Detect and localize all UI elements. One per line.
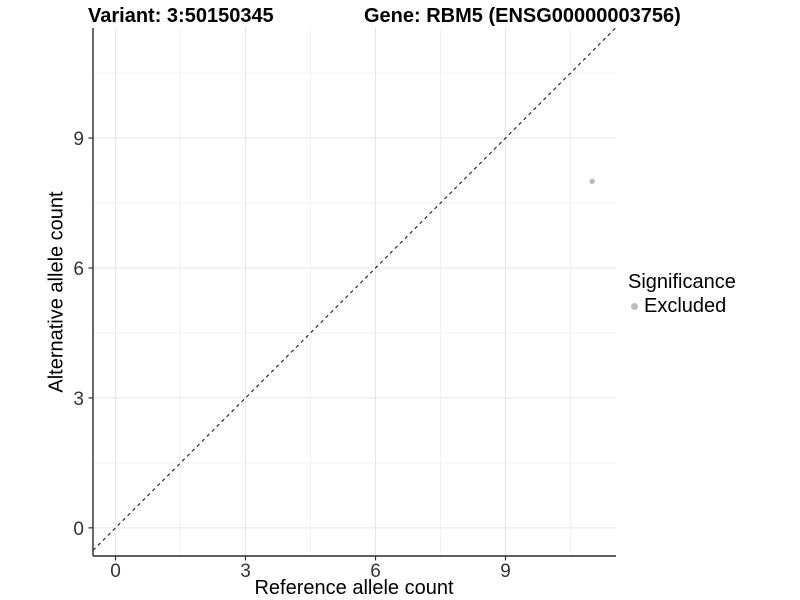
- x-axis-title: Reference allele count: [254, 577, 454, 599]
- variant-title: Variant: 3:50150345: [88, 5, 274, 27]
- excluded-point-icon: [631, 303, 638, 310]
- x-tick-label: 0: [110, 561, 121, 582]
- y-tick-label: 9: [73, 129, 84, 150]
- legend-item-label: Excluded: [644, 295, 727, 317]
- x-tick-label: 3: [240, 561, 251, 582]
- data-point: [589, 178, 595, 185]
- gene-title: Gene: RBM5 (ENSG00000003756): [364, 5, 681, 27]
- legend: Significance Excluded: [628, 271, 736, 318]
- x-tick-label: 6: [370, 561, 381, 582]
- y-tick-label: 6: [73, 259, 84, 280]
- y-axis-title: Alternative allele count: [45, 191, 68, 393]
- y-tick-label: 3: [73, 389, 84, 410]
- x-tick-label: 9: [500, 561, 511, 582]
- identity-reference-line: [92, 27, 616, 551]
- legend-title: Significance: [628, 271, 736, 293]
- y-tick-label: 0: [73, 519, 84, 540]
- legend-item-excluded: Excluded: [628, 295, 736, 318]
